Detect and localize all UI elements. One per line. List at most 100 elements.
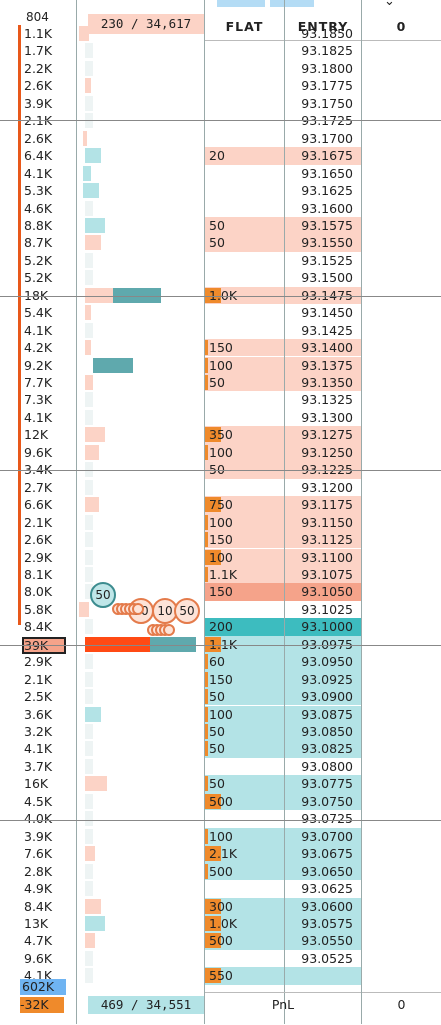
flat-cell[interactable]: [205, 304, 284, 321]
entry-price[interactable]: 93.0550: [285, 932, 361, 950]
entry-price[interactable]: 93.1450: [285, 304, 361, 321]
entry-price[interactable]: 93.1250: [285, 443, 361, 462]
entry-price[interactable]: 93.0850: [285, 723, 361, 741]
flat-cell[interactable]: 100: [205, 827, 284, 846]
flat-cell[interactable]: 50: [205, 723, 284, 741]
entry-price[interactable]: 93.0775: [285, 775, 361, 793]
flat-cell[interactable]: [205, 880, 284, 897]
flat-cell[interactable]: 1.0K: [205, 914, 284, 933]
entry-price[interactable]: 93.1225: [285, 461, 361, 479]
entry-price[interactable]: 93.0975: [285, 635, 361, 654]
entry-price[interactable]: 93.1750: [285, 95, 361, 112]
entry-price[interactable]: 93.1375: [285, 356, 361, 374]
entry-price[interactable]: 93.1300: [285, 409, 361, 426]
flat-cell[interactable]: [205, 252, 284, 269]
flat-cell[interactable]: [205, 25, 284, 42]
flat-cell[interactable]: [205, 601, 284, 618]
flat-cell[interactable]: 50: [205, 216, 284, 235]
flat-cell[interactable]: 2.1K: [205, 845, 284, 863]
flat-cell[interactable]: 750: [205, 496, 284, 514]
entry-price[interactable]: 93.1500: [285, 269, 361, 286]
entry-price[interactable]: 93.1475: [285, 286, 361, 305]
trade-bubble[interactable]: 50: [174, 598, 200, 624]
flat-cell[interactable]: 50: [205, 374, 284, 392]
flat-cell[interactable]: 200: [205, 618, 284, 636]
flat-cell[interactable]: [205, 77, 284, 94]
flat-cell[interactable]: 50: [205, 688, 284, 706]
trade-bubble[interactable]: 50: [90, 582, 116, 608]
flat-cell[interactable]: 150: [205, 583, 284, 601]
flat-cell[interactable]: 500: [205, 932, 284, 950]
toolbar-button[interactable]: [217, 0, 265, 7]
entry-price[interactable]: 93.1100: [285, 548, 361, 566]
flat-cell[interactable]: [205, 60, 284, 77]
toolbar-button[interactable]: [270, 0, 314, 7]
entry-price[interactable]: 93.0800: [285, 758, 361, 775]
entry-price[interactable]: 93.1600: [285, 200, 361, 217]
entry-price[interactable]: 93.1400: [285, 339, 361, 357]
entry-price[interactable]: 93.0700: [285, 827, 361, 846]
entry-price[interactable]: 93.1125: [285, 531, 361, 549]
entry-price[interactable]: 93.0525: [285, 950, 361, 967]
flat-cell[interactable]: 550: [205, 967, 284, 985]
entry-price[interactable]: 93.1350: [285, 374, 361, 392]
flat-cell[interactable]: 500: [205, 792, 284, 811]
entry-price[interactable]: 93.1150: [285, 513, 361, 531]
flat-cell[interactable]: [205, 409, 284, 426]
flat-cell[interactable]: 100: [205, 548, 284, 566]
entry-price[interactable]: 93.1550: [285, 234, 361, 252]
flat-cell[interactable]: 100: [205, 705, 284, 723]
entry-price[interactable]: 93.1800: [285, 60, 361, 77]
entry-price[interactable]: 93.0750: [285, 792, 361, 811]
flat-cell[interactable]: 50: [205, 461, 284, 479]
flat-cell[interactable]: 100: [205, 443, 284, 462]
entry-price[interactable]: 93.0725: [285, 810, 361, 827]
chevron-down-icon[interactable]: ⌄: [384, 0, 395, 9]
entry-price[interactable]: 93.1175: [285, 496, 361, 514]
flat-cell[interactable]: 500: [205, 862, 284, 880]
flat-cell[interactable]: 350: [205, 426, 284, 444]
entry-price[interactable]: 93.1700: [285, 130, 361, 147]
entry-price[interactable]: 93.1025: [285, 601, 361, 618]
entry-price[interactable]: 93.0650: [285, 862, 361, 880]
entry-price[interactable]: 93.1775: [285, 77, 361, 94]
flat-cell[interactable]: 300: [205, 897, 284, 915]
entry-price[interactable]: 93.0625: [285, 880, 361, 897]
entry-price[interactable]: 93.0875: [285, 705, 361, 723]
flat-cell[interactable]: [205, 42, 284, 59]
entry-price[interactable]: 93.1050: [285, 583, 361, 601]
flat-cell[interactable]: [205, 182, 284, 199]
flat-cell[interactable]: 100: [205, 513, 284, 531]
flat-cell[interactable]: 50: [205, 740, 284, 758]
flat-cell[interactable]: 150: [205, 531, 284, 549]
entry-price[interactable]: 93.0925: [285, 670, 361, 689]
flat-cell[interactable]: [205, 165, 284, 182]
entry-price[interactable]: 93.1525: [285, 252, 361, 269]
entry-price[interactable]: 93.1325: [285, 391, 361, 408]
flat-cell[interactable]: [205, 391, 284, 408]
flat-cell[interactable]: 50: [205, 234, 284, 252]
flat-cell[interactable]: 1.1K: [205, 635, 284, 654]
flat-cell[interactable]: [205, 269, 284, 286]
flat-cell[interactable]: [205, 479, 284, 496]
flat-cell[interactable]: 150: [205, 339, 284, 357]
flat-cell[interactable]: 100: [205, 356, 284, 374]
flat-cell[interactable]: [205, 322, 284, 339]
flat-cell[interactable]: 1.0K: [205, 286, 284, 305]
flat-cell[interactable]: 50: [205, 775, 284, 793]
flat-cell[interactable]: 150: [205, 670, 284, 689]
entry-price[interactable]: 93.1275: [285, 426, 361, 444]
entry-price[interactable]: 93.0675: [285, 845, 361, 863]
entry-price[interactable]: 93.1850: [285, 25, 361, 42]
entry-price[interactable]: [285, 967, 361, 985]
flat-cell[interactable]: [205, 758, 284, 775]
entry-price[interactable]: 93.1000: [285, 618, 361, 636]
entry-price[interactable]: 93.1625: [285, 182, 361, 199]
entry-price[interactable]: 93.0825: [285, 740, 361, 758]
flat-cell[interactable]: 20: [205, 147, 284, 165]
entry-price[interactable]: 93.1075: [285, 565, 361, 584]
entry-price[interactable]: 93.0900: [285, 688, 361, 706]
entry-price[interactable]: 93.1675: [285, 147, 361, 165]
flat-cell[interactable]: [205, 130, 284, 147]
flat-cell[interactable]: [205, 950, 284, 967]
